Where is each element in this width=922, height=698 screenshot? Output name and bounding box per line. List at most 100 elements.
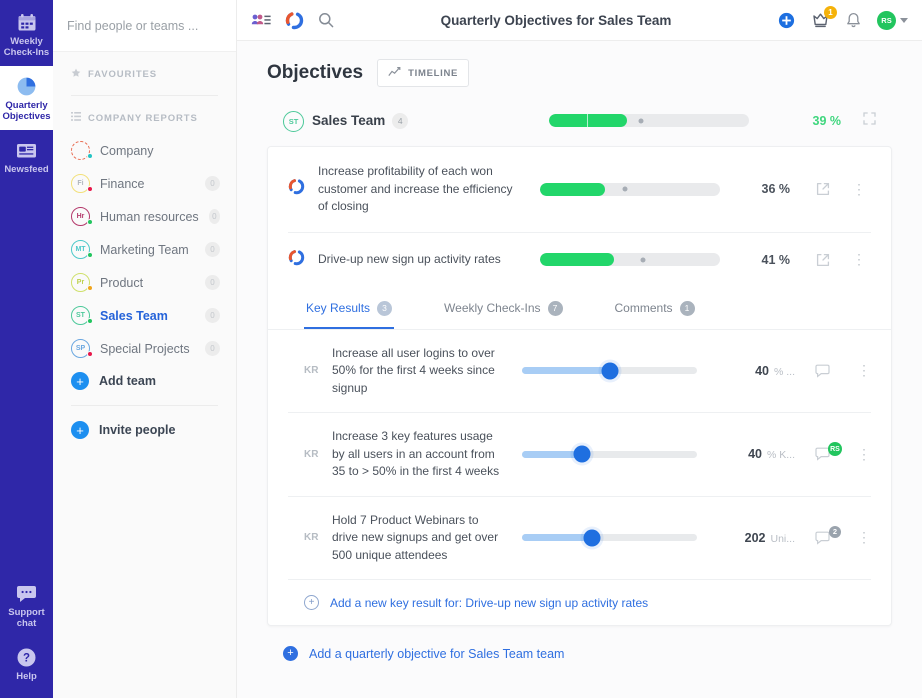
key-result-tag: KR — [304, 532, 319, 544]
key-result-tag: KR — [304, 448, 319, 460]
team-nav-list: Company Fi Finance 0 Hr Human resources … — [53, 130, 236, 446]
tab-comments[interactable]: Comments 1 — [613, 291, 697, 329]
slider-knob[interactable] — [573, 445, 590, 463]
key-result-comment-badge: 2 — [829, 525, 841, 538]
team-count-badge: 0 — [205, 242, 220, 257]
team-header-row: ST Sales Team 4 39 % — [267, 103, 892, 146]
tab-label: Weekly Check-Ins — [444, 301, 541, 315]
objective-more-menu[interactable]: ⋮ — [852, 251, 866, 267]
team-count-badge: 0 — [205, 308, 220, 323]
key-result-more-menu[interactable]: ⋮ — [857, 445, 871, 462]
sidebar-item-finance[interactable]: Fi Finance 0 — [53, 167, 236, 200]
objective-open-icon[interactable] — [816, 182, 830, 196]
rail-item-label: Help — [16, 671, 37, 682]
objective-open-icon[interactable] — [816, 253, 830, 267]
rail-item-quarterly-objectives[interactable]: Quarterly Objectives — [0, 66, 53, 130]
star-icon — [71, 68, 81, 81]
sidebar-item-product[interactable]: Pr Product 0 — [53, 266, 236, 299]
objective-progress-marker — [640, 257, 646, 262]
objectives-card: Increase profitability of each won custo… — [267, 146, 892, 626]
add-circle-icon[interactable] — [778, 12, 795, 29]
key-result-value: 202 — [744, 530, 766, 545]
rail-item-newsfeed[interactable]: Newsfeed — [0, 130, 53, 183]
team-progress-bar — [549, 114, 749, 127]
objective-logo-icon — [288, 249, 306, 271]
invite-people-button[interactable]: + Invite people — [53, 414, 236, 446]
timeline-button[interactable]: TIMELINE — [377, 59, 470, 87]
key-result-comment-icon[interactable]: RS — [815, 442, 842, 461]
key-result-row[interactable]: KR Increase all user logins to over 50% … — [268, 330, 891, 413]
team-avatar-icon: MT — [71, 240, 93, 259]
key-result-title: Hold 7 Product Webinars to drive new sig… — [332, 512, 499, 562]
sidebar-item-marketing-team[interactable]: MT Marketing Team 0 — [53, 233, 236, 266]
favourites-label: FAVOURITES — [88, 69, 157, 80]
main-area: Quarterly Objectives for Sales Team 1 RS — [237, 0, 922, 698]
search-input[interactable] — [67, 18, 222, 33]
key-result-value: 40 — [748, 447, 762, 462]
slider-knob[interactable] — [601, 362, 618, 380]
key-result-slider[interactable] — [522, 529, 697, 547]
timeline-chart-icon — [388, 66, 401, 80]
team-avatar-icon — [71, 141, 93, 160]
team-avatar-icon: Hr — [71, 207, 93, 226]
rail-item-weekly-check-ins[interactable]: Weekly Check-Ins — [0, 2, 53, 66]
slider-knob[interactable] — [583, 529, 601, 547]
chevron-down-icon — [900, 17, 908, 23]
objective-title: Increase profitability of each won custo… — [318, 164, 513, 213]
sidebar-item-human-resources[interactable]: Hr Human resources 0 — [53, 200, 236, 233]
company-reports-label: COMPANY REPORTS — [88, 112, 198, 124]
page-title: Objectives — [267, 62, 364, 83]
trophy-icon[interactable]: 1 — [811, 5, 837, 29]
key-result-more-menu[interactable]: ⋮ — [857, 529, 871, 546]
rail-bottom-group: Support chat ? Help — [0, 573, 53, 698]
key-result-comment-icon[interactable] — [815, 364, 837, 378]
key-result-row[interactable]: KR Increase 3 key features usage by all … — [268, 413, 891, 496]
key-result-comment-icon[interactable]: 2 — [815, 525, 841, 545]
sidebar-item-label: Special Projects — [100, 341, 190, 356]
team-name: Sales Team — [312, 113, 386, 128]
bell-icon[interactable] — [846, 12, 861, 29]
key-result-more-menu[interactable]: ⋮ — [857, 362, 871, 379]
collapse-icon[interactable] — [863, 111, 876, 130]
favourites-section-header: FAVOURITES — [53, 52, 236, 87]
key-result-title: Increase all user logins to over 50% for… — [332, 345, 495, 395]
objective-more-menu[interactable]: ⋮ — [852, 180, 866, 197]
page-header-title: Quarterly Objectives for Sales Team — [440, 12, 672, 28]
key-result-value: 40 — [755, 363, 769, 378]
objective-row[interactable]: Increase profitability of each won custo… — [268, 147, 891, 232]
add-objective-button[interactable]: + Add a quarterly objective for Sales Te… — [267, 626, 892, 661]
rail-item-support-chat[interactable]: Support chat — [0, 573, 53, 637]
sidebar-item-label: Human resources — [100, 209, 199, 224]
sidebar-item-company[interactable]: Company — [53, 134, 236, 167]
tab-badge: 1 — [679, 300, 695, 316]
rail-item-help[interactable]: ? Help — [0, 637, 53, 690]
sidebar-search[interactable] — [53, 0, 236, 52]
card-divider — [288, 579, 871, 580]
tab-label: Comments — [614, 301, 673, 315]
add-team-button[interactable]: + Add team — [53, 365, 236, 397]
objective-row[interactable]: Drive-up new sign up activity rates 41 %… — [268, 233, 891, 287]
logo-icon[interactable] — [285, 11, 304, 30]
key-result-slider[interactable] — [522, 362, 697, 380]
sidebar-item-sales-team[interactable]: ST Sales Team 0 — [53, 299, 236, 332]
key-result-title: Increase 3 key features usage by all use… — [332, 429, 500, 478]
tab-weekly-check-ins[interactable]: Weekly Check-Ins 7 — [442, 291, 564, 329]
tab-key-results[interactable]: Key Results 3 — [304, 291, 395, 329]
calendar-icon — [2, 11, 51, 33]
key-result-value-group: 40 % ... — [703, 364, 795, 378]
key-result-slider[interactable] — [522, 445, 697, 463]
key-result-tag: KR — [304, 365, 319, 377]
org-chart-icon[interactable] — [251, 13, 271, 27]
sidebar-item-special-projects[interactable]: SP Special Projects 0 — [53, 332, 236, 365]
team-progress-percent: 39 % — [812, 113, 842, 128]
objective-progress-percent: 36 % — [761, 182, 791, 197]
team-avatar-icon: SP — [71, 339, 93, 358]
sidebar-item-label: Finance — [100, 176, 145, 191]
plus-icon: + — [304, 595, 319, 610]
user-menu[interactable]: RS — [877, 10, 908, 30]
add-key-result-button[interactable]: + Add a new key result for: Drive-up new… — [268, 580, 891, 625]
objective-title: Drive-up new sign up activity rates — [318, 251, 501, 266]
search-icon[interactable] — [318, 12, 334, 28]
team-progress-fill — [549, 114, 627, 127]
key-result-row[interactable]: KR Hold 7 Product Webinars to drive new … — [268, 497, 891, 580]
